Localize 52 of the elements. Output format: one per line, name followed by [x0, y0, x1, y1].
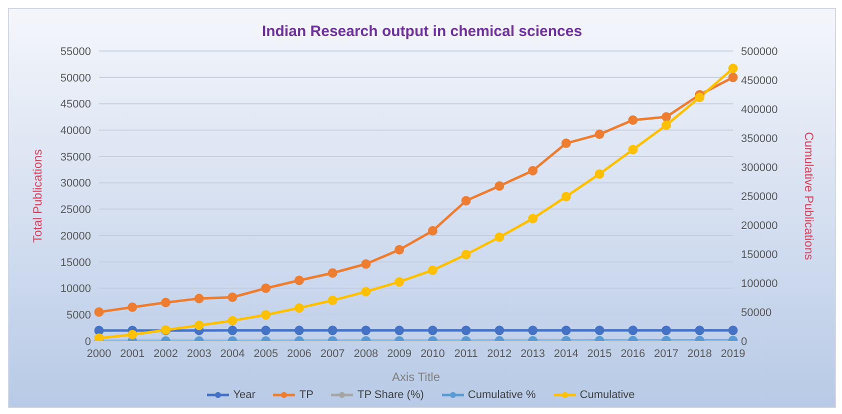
y2-tick-label: 250000	[741, 190, 778, 203]
x-tick-label: 2005	[254, 348, 278, 360]
y-tick-label: 0	[84, 336, 91, 348]
x-tick-label: 2014	[554, 348, 578, 360]
legend-label: Cumulative %	[468, 389, 536, 401]
x-tick-label: 2013	[520, 348, 546, 360]
x-tick-label: 2018	[687, 348, 712, 360]
x-tick-label: 2019	[720, 348, 746, 360]
legend-label: TP	[299, 389, 314, 401]
y2-tick-label: 450000	[741, 74, 778, 87]
y-tick-label: 45000	[60, 98, 91, 111]
chart-title: Indian Research output in chemical sciences	[260, 22, 584, 42]
y-tick-label: 50000	[60, 72, 91, 84]
y-axis-title: Total Publications	[30, 149, 44, 243]
y-tick-label: 15000	[60, 256, 91, 269]
y-tick-label: 30000	[60, 178, 91, 190]
x-tick-label: 2004	[220, 348, 245, 360]
y2-tick-label: 0	[741, 336, 748, 348]
y2-tick-label: 400000	[741, 104, 778, 116]
x-tick-label: 2003	[186, 348, 212, 360]
x-tick-label: 2009	[387, 348, 412, 360]
legend-label: Cumulative	[580, 389, 635, 401]
y-tick-label: 5000	[66, 310, 91, 322]
y-tick-label: 35000	[60, 151, 91, 164]
x-tick-label: 2015	[587, 348, 612, 360]
y-tick-label: 55000	[60, 46, 91, 58]
x-tick-label: 2002	[153, 348, 178, 360]
y-tick-label: 20000	[60, 230, 91, 242]
legend-label: TP Share (%)	[357, 389, 424, 401]
x-tick-label: 2006	[286, 348, 312, 360]
x-tick-label: 2012	[487, 348, 512, 360]
x-axis-title: Axis Title	[392, 370, 440, 384]
y2-tick-label: 200000	[741, 220, 778, 232]
y2-tick-label: 100000	[741, 278, 778, 290]
legend-label: Year	[233, 389, 256, 401]
y2-tick-label: 500000	[741, 46, 778, 58]
x-tick-label: 2017	[654, 348, 679, 360]
x-tick-label: 2011	[454, 348, 478, 360]
y2-axis-title: Cumulative Publications	[802, 132, 816, 260]
y-tick-label: 10000	[60, 283, 91, 296]
y2-tick-label: 150000	[741, 248, 778, 261]
x-tick-label: 2016	[620, 348, 646, 360]
y2-tick-label: 350000	[741, 132, 778, 145]
y-tick-label: 40000	[60, 124, 91, 137]
y2-tick-label: 50000	[741, 306, 772, 319]
x-tick-label: 2007	[320, 348, 345, 360]
x-tick-label: 2008	[354, 348, 378, 360]
y-tick-label: 25000	[60, 204, 91, 216]
x-tick-label: 2000	[86, 348, 112, 360]
y2-tick-label: 300000	[741, 162, 778, 174]
x-tick-label: 2010	[420, 348, 445, 360]
x-tick-label: 2001	[120, 348, 145, 360]
